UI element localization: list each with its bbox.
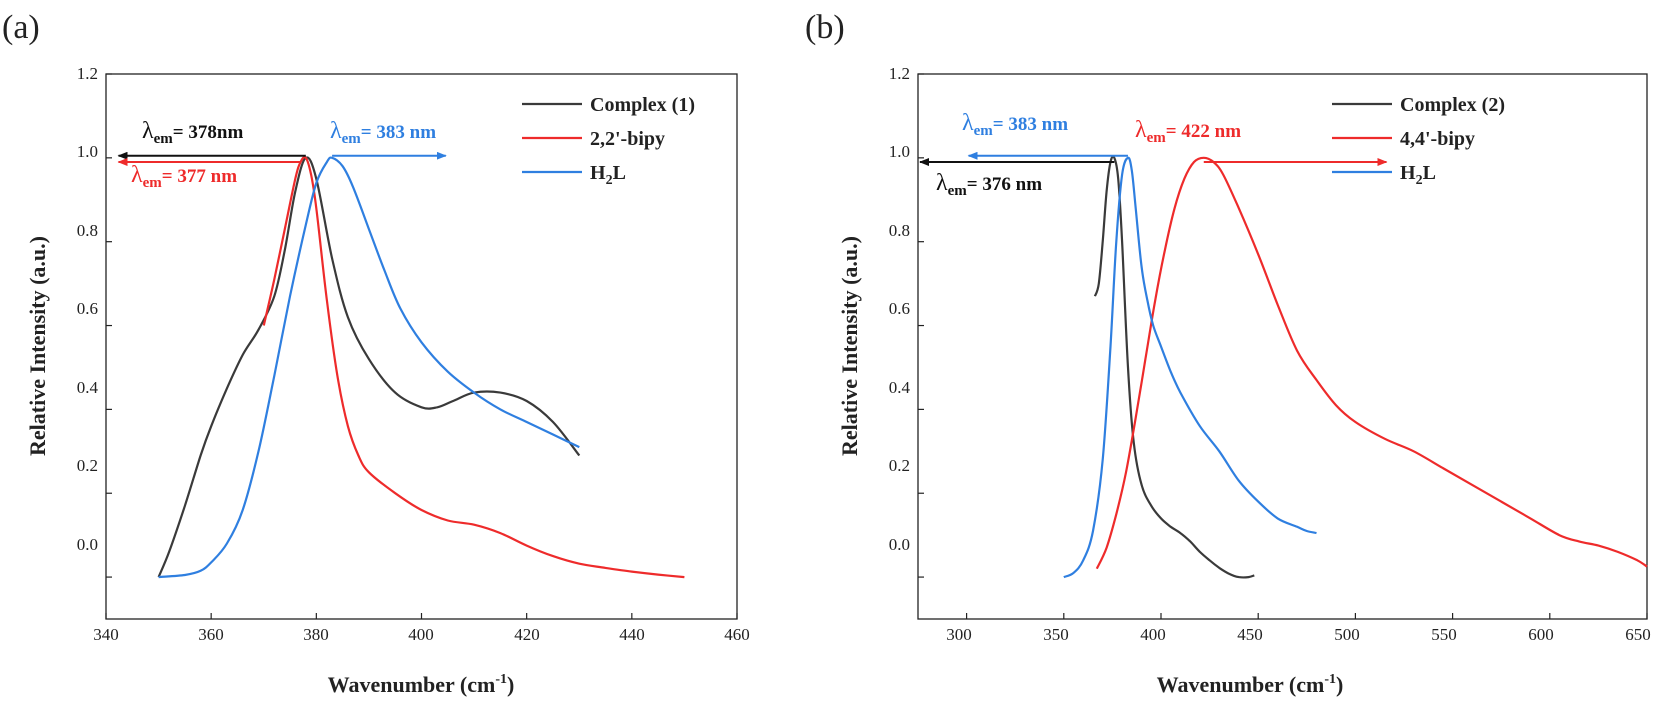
panel-a-series-complex-1	[157, 156, 581, 578]
panel-b-ticks	[918, 73, 1648, 619]
panel-b-xtick-label: 550	[1431, 625, 1457, 644]
panel-a-ytick-label: 0.8	[77, 221, 98, 240]
panel-a-ytick-label: 1.2	[77, 64, 98, 83]
panel-b-x-axis-label: Wavenumber (cm-1)	[1157, 672, 1344, 697]
panel-b-ytick-label: 0.0	[889, 535, 910, 554]
panel-a-xtick-label: 420	[514, 625, 540, 644]
panel-a-annotation-378nm: λem= 378nm	[142, 118, 243, 147]
panel-a-ticks	[105, 73, 738, 619]
panel-b-ytick-label: 0.6	[889, 299, 910, 318]
panel-a-xtick-label: 440	[619, 625, 645, 644]
panel-b-xtick-label: 600	[1528, 625, 1554, 644]
panel-b-xtick-label: 300	[946, 625, 972, 644]
panel-b-series-complex-2	[1093, 155, 1255, 579]
panel-b: (b) 300 350 400 450 500 550 600 650 0.0 …	[805, 9, 1651, 697]
panel-a: (a) 340 360 380 400 420 440 460 0.0 0.2 …	[2, 9, 750, 697]
panel-a-annotation-377nm: λem= 377 nm	[131, 162, 237, 191]
panel-a-annotation-383nm: λem= 383 nm	[330, 118, 436, 147]
panel-a-ytick-label: 0.0	[77, 535, 98, 554]
panel-a-xtick-label: 380	[303, 625, 329, 644]
panel-b-y-axis-label: Relative Intensity (a.u.)	[837, 236, 862, 456]
panel-a-xtick-label: 340	[93, 625, 119, 644]
panel-a-ytick-label: 1.0	[77, 142, 98, 161]
panel-b-ytick-label: 1.0	[889, 142, 910, 161]
panel-b-annotation-422nm: λem= 422 nm	[1135, 117, 1241, 146]
panel-a-y-axis-label: Relative Intensity (a.u.)	[25, 236, 50, 456]
panel-b-series-h2l	[1063, 156, 1317, 579]
panel-b-xtick-label: 450	[1237, 625, 1263, 644]
panel-a-xtick-label: 360	[198, 625, 224, 644]
panel-b-legend-label-complex-2: Complex (2)	[1400, 94, 1505, 116]
panel-a-xtick-label: 400	[408, 625, 434, 644]
panel-a-legend-label-h2l: H2L	[590, 162, 626, 188]
panel-b-ytick-label: 0.8	[889, 221, 910, 240]
panel-b-ytick-label: 0.2	[889, 456, 910, 475]
panel-b-label: (b)	[805, 9, 845, 46]
panel-b-series-4-4-bipy	[1095, 156, 1648, 570]
panel-b-xtick-label: 400	[1140, 625, 1166, 644]
panel-b-annotation-383nm: λem= 383 nm	[962, 110, 1068, 139]
panel-b-ytick-label: 0.4	[889, 378, 911, 397]
panel-a-xtick-label: 460	[724, 625, 750, 644]
panel-b-xtick-label: 350	[1043, 625, 1069, 644]
panel-a-x-axis-label: Wavenumber (cm-1)	[328, 672, 515, 697]
panel-b-annotation-376nm: λem= 376 nm	[936, 170, 1042, 199]
panel-b-legend: Complex (2) 4,4'-bipy H2L	[1332, 94, 1505, 188]
panel-a-legend-label-2-2-bipy: 2,2'-bipy	[590, 128, 665, 150]
panel-b-xtick-label: 650	[1625, 625, 1651, 644]
panel-a-legend-label-complex-1: Complex (1)	[590, 94, 695, 116]
panel-a-legend: Complex (1) 2,2'-bipy H2L	[522, 94, 695, 188]
panel-b-legend-label-4-4-bipy: 4,4'-bipy	[1400, 128, 1475, 150]
panel-a-ytick-label: 0.4	[77, 378, 99, 397]
panel-a-ytick-label: 0.6	[77, 299, 98, 318]
panel-b-xtick-label: 500	[1334, 625, 1360, 644]
panel-b-legend-label-h2l: H2L	[1400, 162, 1436, 188]
panel-b-frame	[917, 73, 1648, 620]
panel-b-ytick-label: 1.2	[889, 64, 910, 83]
panel-a-series-h2l	[158, 156, 580, 579]
panel-a-label: (a)	[2, 9, 40, 46]
panel-a-series-2-2-bipy	[262, 156, 685, 579]
panel-a-ytick-label: 0.2	[77, 456, 98, 475]
